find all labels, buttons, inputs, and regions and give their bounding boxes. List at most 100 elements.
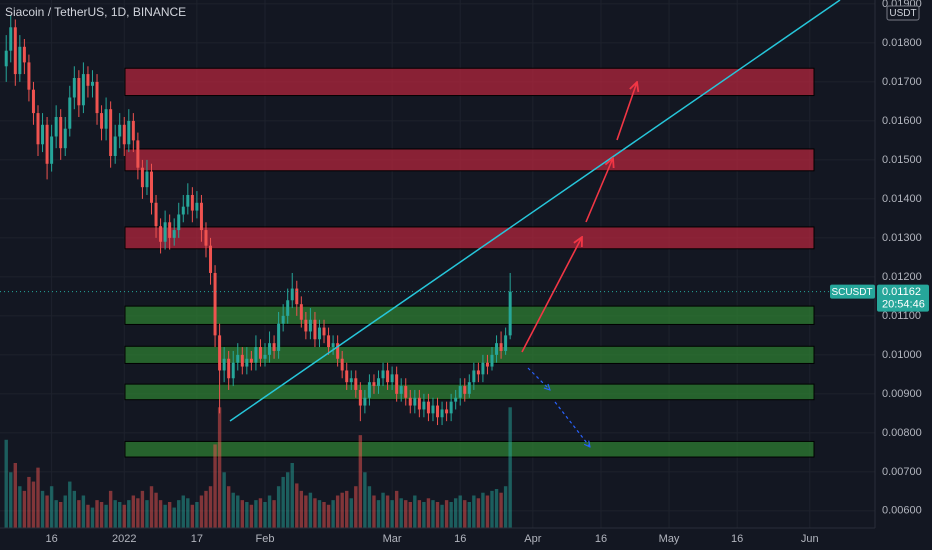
volume-bar [272,500,276,528]
volume-bar [376,500,381,528]
volume-bar [172,507,176,528]
candle-body [131,120,135,141]
volume-bar [204,490,208,528]
volume-bar [431,500,435,528]
volume-bar [49,486,54,528]
candle-body [136,140,140,168]
trend-line [229,0,841,422]
candle-body [395,374,399,394]
volume-bar [385,495,390,528]
candle-body [95,81,99,114]
volume-bar [281,476,285,528]
candle-body [381,370,385,379]
volume-bar [59,502,63,528]
candle-body [190,194,194,211]
candle-body [413,397,417,406]
zone [124,226,815,250]
candle-body [354,378,358,390]
candle-body [50,136,54,164]
candle-body [163,222,167,242]
candle-body [476,370,480,375]
y-tick-label: 0.00600 [882,505,922,517]
volume-bar [485,495,490,528]
candle-body [499,343,503,351]
volume-bar [358,435,363,528]
y-tick-label: 0.01900 [882,0,922,10]
volume-bar [367,486,372,528]
candle-body [199,202,203,231]
volume-bar [231,492,235,528]
candle-body [90,81,94,86]
candle-body [431,405,435,414]
candle-body [227,358,231,379]
y-tick-label: 0.01500 [882,154,922,166]
chart-title: Siacoin / TetherUS, 1D, BINANCE [5,5,186,19]
candle-body [277,323,281,351]
volume-bar [276,486,281,528]
candle-body [18,46,22,75]
candle-body [31,89,35,114]
candle-body [495,343,499,355]
volume-bar [322,502,326,528]
volume-bar [458,495,462,528]
price-box [877,284,929,312]
volume-bar [408,502,412,528]
candle-body [367,382,371,398]
zone [124,345,815,364]
arrow [521,237,582,353]
candle-body [240,354,244,367]
candle-body [372,382,376,387]
volume-bar [72,490,77,528]
candle-body [481,362,485,375]
candle-body [204,230,208,246]
candle-body [13,27,17,75]
volume-bar [326,504,331,528]
candle-body [236,354,240,363]
candle-body [122,124,126,145]
volume-bar [426,498,431,528]
candle-body [118,124,122,137]
volume-bar [167,502,172,528]
y-tick-label: 0.01000 [882,349,922,361]
volume-bar [22,490,27,528]
candle-body [45,124,49,164]
candle-body [254,347,258,363]
candle-body [77,77,81,106]
candle-body [154,202,158,227]
candle-body [490,354,494,367]
candle-body [245,358,249,367]
y-tick-label: 0.01800 [882,37,922,49]
last-price: 0.01162 [882,286,921,298]
volume-bar [267,495,272,528]
volume-bar [449,502,453,528]
arrow [585,158,613,223]
volume-bar [118,502,122,528]
candles [4,15,512,426]
volume-bar [236,495,240,528]
volume-bar [158,500,163,528]
volume-bar [27,476,31,528]
candle-body [263,354,267,359]
y-tick-label: 0.00800 [882,427,922,439]
y-tick-label: 0.01200 [882,271,922,283]
candle-body [222,358,226,371]
candle-body [159,226,163,242]
candle-body [295,288,299,305]
candle-body [308,319,312,332]
zone [124,440,815,458]
volume-bar [40,490,45,528]
volume-bar [481,492,485,528]
volume-bar [108,490,113,528]
zone [124,67,815,97]
volume-bar [308,492,313,528]
candle-body [54,116,58,137]
arrow [527,367,550,390]
candle-body [209,245,213,273]
volume-bar [4,439,8,528]
volume-bar [422,502,426,528]
candle-body [113,136,117,156]
y-tick-label: 0.00900 [882,388,922,400]
volume-bar [104,504,108,528]
candle-body [59,116,63,149]
candle-body [445,409,449,414]
